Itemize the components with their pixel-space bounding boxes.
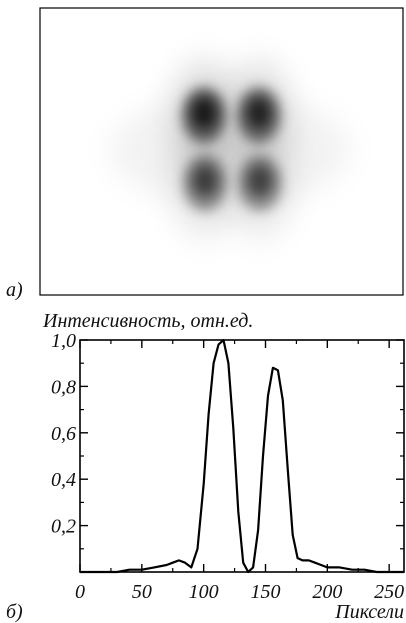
x-tick-label: 100: [189, 581, 219, 603]
panel-b: Интенсивность, отн.ед. 0,2 0,4 0,6 0,8 1,0 0…: [6, 310, 405, 623]
y-tick-label: 0,2: [51, 516, 76, 538]
x-tick-label: 0: [75, 581, 85, 603]
x-ticks: 0 50 100 150 200 250: [75, 340, 404, 603]
intensity-image: [110, 59, 350, 239]
plot-frame: [79, 339, 405, 573]
lower-left-lobe: [171, 127, 239, 239]
y-tick-label: 1,0: [51, 330, 76, 352]
lower-right-lobe: [226, 127, 294, 239]
panel-a: a): [6, 7, 404, 301]
x-tick-label: 250: [374, 581, 404, 603]
panel-a-label: a): [6, 279, 23, 301]
x-axis-title: Пиксели: [334, 601, 404, 623]
y-tick-label: 0,4: [51, 469, 76, 491]
panel-b-label: б): [6, 601, 23, 623]
y-tick-label: 0,6: [51, 423, 76, 445]
intensity-profile-line: [80, 338, 404, 574]
y-tick-label: 0,8: [51, 376, 76, 398]
x-tick-label: 150: [250, 581, 280, 603]
x-tick-label: 200: [312, 581, 342, 603]
x-tick-label: 50: [132, 581, 152, 603]
y-axis-title: Интенсивность, отн.ед.: [42, 310, 253, 332]
y-ticks: 0,2 0,4 0,6 0,8 1,0: [51, 330, 404, 550]
